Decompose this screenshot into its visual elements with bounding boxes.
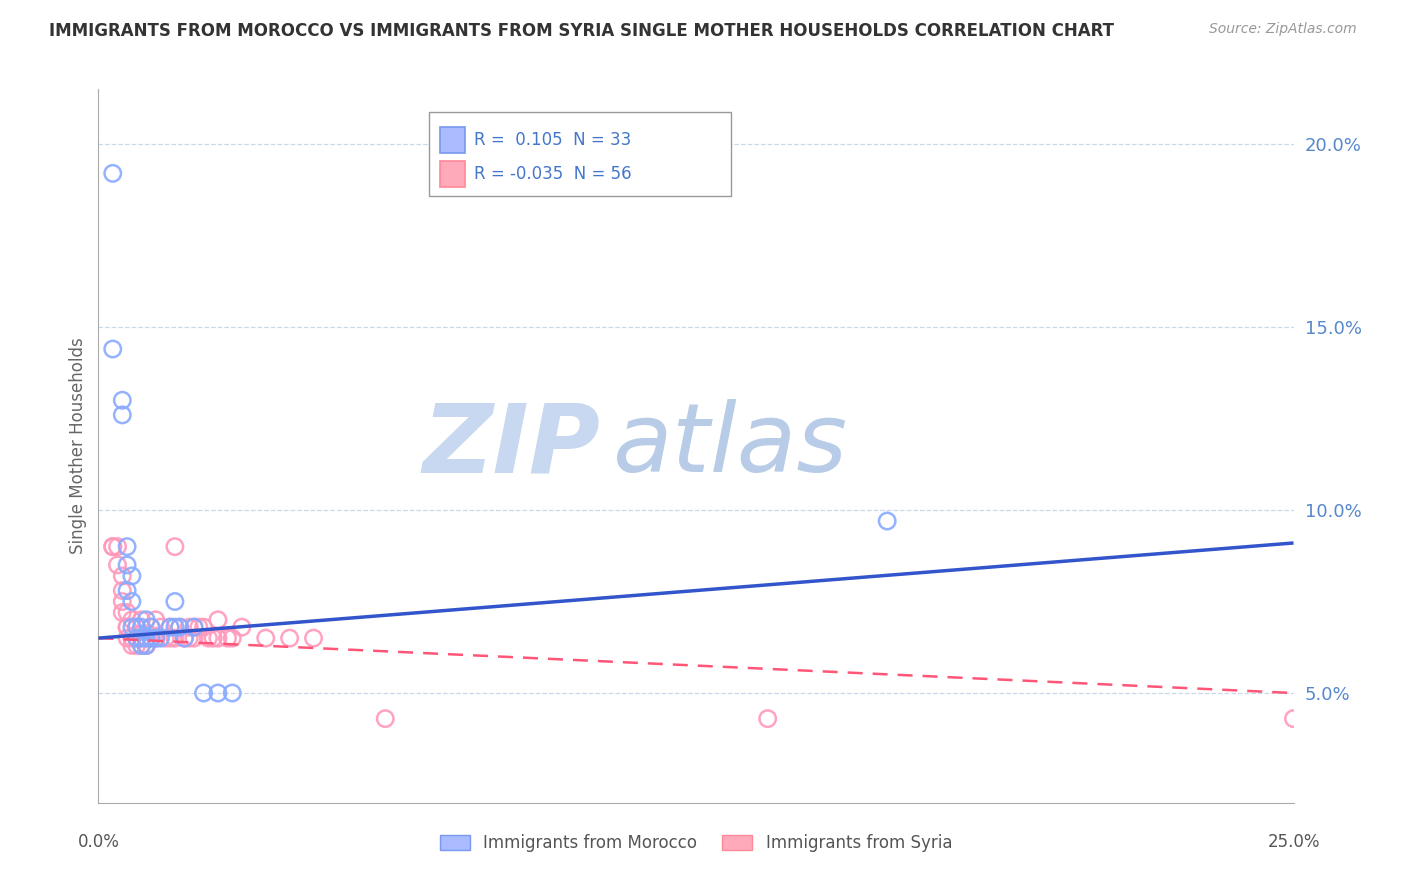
Point <box>202 631 225 645</box>
Point <box>221 631 243 645</box>
Point <box>135 639 157 653</box>
Point <box>135 631 157 645</box>
Point <box>876 514 898 528</box>
Point <box>155 631 177 645</box>
Point <box>254 631 277 645</box>
Point <box>193 686 215 700</box>
Point <box>217 631 239 645</box>
Point <box>183 620 205 634</box>
Point <box>163 631 186 645</box>
Point <box>121 620 143 634</box>
Point <box>135 613 157 627</box>
Text: 0.0%: 0.0% <box>77 833 120 851</box>
Point <box>101 540 124 554</box>
Point <box>159 620 181 634</box>
Point <box>101 540 124 554</box>
Point <box>131 613 153 627</box>
Point <box>131 631 153 645</box>
Point <box>111 606 134 620</box>
Legend: Immigrants from Morocco, Immigrants from Syria: Immigrants from Morocco, Immigrants from… <box>433 828 959 859</box>
Point <box>374 712 396 726</box>
Point <box>207 631 229 645</box>
Point <box>135 639 157 653</box>
Point <box>131 639 153 653</box>
Text: Source: ZipAtlas.com: Source: ZipAtlas.com <box>1209 22 1357 37</box>
Point <box>111 408 134 422</box>
Point <box>173 631 195 645</box>
Point <box>187 620 209 634</box>
Point <box>125 620 148 634</box>
Point <box>125 639 148 653</box>
Point <box>101 166 124 180</box>
Point <box>121 613 143 627</box>
Point <box>159 620 181 634</box>
Point <box>183 620 205 634</box>
Point <box>183 631 205 645</box>
Point <box>169 620 191 634</box>
Point <box>149 631 172 645</box>
Text: IMMIGRANTS FROM MOROCCO VS IMMIGRANTS FROM SYRIA SINGLE MOTHER HOUSEHOLDS CORREL: IMMIGRANTS FROM MOROCCO VS IMMIGRANTS FR… <box>49 22 1114 40</box>
Point <box>756 712 779 726</box>
Point <box>131 620 153 634</box>
Point <box>193 620 215 634</box>
Point <box>107 558 129 572</box>
Point <box>163 540 186 554</box>
Point <box>169 620 191 634</box>
Point <box>163 620 186 634</box>
Point <box>135 639 157 653</box>
Point <box>1282 712 1305 726</box>
Point <box>145 631 167 645</box>
Point <box>139 631 162 645</box>
Y-axis label: Single Mother Households: Single Mother Households <box>69 338 87 554</box>
Point <box>111 594 134 608</box>
Point <box>302 631 325 645</box>
Point <box>139 620 162 634</box>
Point <box>121 639 143 653</box>
Point <box>163 594 186 608</box>
Point <box>278 631 301 645</box>
Point <box>121 631 143 645</box>
Point <box>111 393 134 408</box>
Point <box>207 686 229 700</box>
Text: atlas: atlas <box>613 400 848 492</box>
Point <box>121 594 143 608</box>
Point <box>125 631 148 645</box>
Point <box>121 569 143 583</box>
Point <box>149 620 172 634</box>
Point <box>111 569 134 583</box>
Point <box>135 639 157 653</box>
Point <box>179 631 201 645</box>
Point <box>101 342 124 356</box>
Text: R =  0.105  N = 33: R = 0.105 N = 33 <box>474 131 631 149</box>
Point <box>221 686 243 700</box>
Text: R = -0.035  N = 56: R = -0.035 N = 56 <box>474 165 631 183</box>
Point <box>131 631 153 645</box>
Text: 25.0%: 25.0% <box>1267 833 1320 851</box>
Point <box>139 631 162 645</box>
Point <box>207 613 229 627</box>
Point <box>115 583 138 598</box>
Point <box>173 631 195 645</box>
Point <box>197 631 219 645</box>
Text: ZIP: ZIP <box>422 400 600 492</box>
Point <box>231 620 253 634</box>
Point <box>115 620 138 634</box>
Point <box>125 620 148 634</box>
Point <box>159 631 181 645</box>
Point <box>115 606 138 620</box>
Point <box>125 631 148 645</box>
Point <box>135 631 157 645</box>
Point <box>115 540 138 554</box>
Point <box>131 639 153 653</box>
Point <box>145 631 167 645</box>
Point <box>115 620 138 634</box>
Point <box>179 620 201 634</box>
Point <box>139 620 162 634</box>
Point <box>107 540 129 554</box>
Point <box>145 613 167 627</box>
Point <box>111 583 134 598</box>
Point <box>115 631 138 645</box>
Point <box>115 558 138 572</box>
